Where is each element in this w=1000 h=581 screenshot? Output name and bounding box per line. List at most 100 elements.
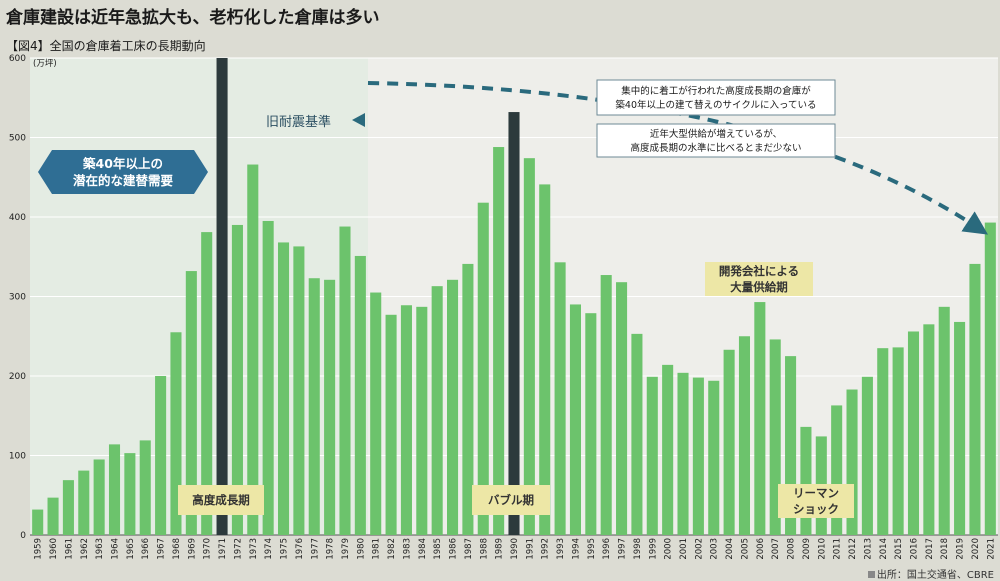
developers-label: 大量供給期: [730, 280, 788, 294]
bar: [954, 321, 966, 535]
x-tick-label: 1986: [449, 538, 459, 560]
bar: [892, 347, 904, 535]
x-tick-label: 1995: [587, 538, 597, 560]
x-tick-label: 2011: [833, 538, 843, 560]
x-tick-label: 1980: [356, 538, 366, 560]
bar: [907, 331, 920, 535]
bar: [877, 348, 889, 535]
x-tick-label: 1994: [571, 538, 581, 560]
y-axis-ticks: 0 100 200 300 400 500 600 (万坪): [9, 54, 57, 541]
y-tick-label: 300: [9, 293, 26, 303]
bar: [262, 220, 274, 535]
x-tick-label: 1993: [556, 538, 566, 560]
bar: [477, 202, 489, 535]
bar: [185, 271, 197, 535]
old-standard-label: 旧耐震基準: [266, 114, 331, 130]
x-tick-label: 2017: [925, 538, 935, 560]
bar: [170, 332, 182, 535]
x-tick-label: 2008: [787, 538, 797, 560]
bar: [370, 292, 382, 535]
x-tick-label: 2010: [817, 538, 827, 560]
bar: [231, 224, 243, 535]
bar: [108, 444, 121, 535]
x-tick-label: 1964: [111, 538, 121, 560]
x-tick-label: 2012: [848, 538, 858, 560]
high-growth-box: [178, 485, 264, 515]
y-tick-label: 400: [9, 213, 26, 223]
bar: [339, 226, 351, 536]
bar: [861, 376, 873, 535]
x-tick-label: 1976: [295, 538, 305, 560]
bar: [62, 480, 74, 535]
bar: [155, 376, 167, 535]
bar: [385, 314, 397, 535]
replacement-demand-label: 築40年以上の: [82, 156, 163, 171]
bar: [984, 222, 996, 535]
bar: [462, 263, 474, 535]
x-tick-label: 1996: [602, 538, 612, 560]
bar: [677, 372, 689, 535]
y-tick-label: 100: [9, 452, 26, 462]
bar: [523, 158, 535, 536]
x-tick-label: 2002: [694, 538, 704, 560]
bar: [631, 333, 643, 535]
x-tick-label: 1961: [64, 538, 74, 560]
x-tick-label: 1991: [525, 538, 535, 560]
info-box-1-text: 築40年以上の建て替えのサイクルに入っている: [615, 99, 816, 111]
bar: [124, 453, 136, 535]
info-box-2-text: 高度成長期の水準に比べるとまだ少ない: [630, 142, 801, 154]
x-tick-label: 1977: [310, 538, 320, 560]
bar: [738, 336, 751, 535]
bar: [508, 112, 520, 535]
x-tick-label: 2020: [971, 538, 981, 560]
bar: [846, 389, 858, 535]
x-tick-label: 2004: [725, 538, 735, 560]
bar: [938, 306, 950, 535]
x-tick-label: 1973: [249, 538, 259, 560]
lehman-label: リーマン: [793, 486, 839, 500]
y-tick-label: 0: [20, 531, 26, 541]
lehman-label: ショック: [793, 502, 839, 516]
y-tick-label: 200: [9, 372, 26, 382]
replacement-demand-box: [38, 150, 208, 194]
x-tick-label: 1999: [648, 538, 658, 560]
x-axis-ticks: 1959 1960 1961 1962 1963 1964 1965 1966 1967 1968…: [34, 538, 997, 560]
bar: [93, 459, 105, 535]
bar: [139, 440, 151, 535]
x-tick-label: 1970: [203, 538, 213, 560]
x-tick-label: 2021: [986, 538, 996, 560]
bar: [277, 242, 290, 535]
x-tick-label: 1997: [618, 538, 628, 560]
bar: [708, 380, 720, 535]
info-box-2-text: 近年大型供給が増えているが、: [650, 128, 782, 140]
bar: [539, 184, 551, 535]
x-tick-label: 1984: [418, 538, 428, 560]
y-tick-label: 500: [9, 134, 26, 144]
x-tick-label: 1967: [157, 538, 167, 560]
x-tick-label: 1985: [433, 538, 443, 560]
x-tick-label: 2016: [909, 538, 919, 560]
x-tick-label: 1965: [126, 538, 136, 560]
bar: [923, 324, 935, 535]
x-tick-label: 1971: [218, 538, 228, 560]
bar: [493, 147, 505, 536]
x-tick-label: 1962: [80, 538, 90, 560]
x-tick-label: 1968: [172, 538, 182, 560]
bar: [569, 304, 581, 535]
bar: [646, 376, 658, 535]
bar: [308, 278, 320, 535]
x-tick-label: 1972: [233, 538, 243, 560]
bar: [662, 364, 674, 535]
bar: [600, 275, 612, 535]
bar: [216, 58, 228, 535]
bar: [785, 356, 797, 535]
bar: [47, 497, 59, 535]
bar: [416, 306, 428, 535]
bar: [431, 286, 443, 535]
bar: [616, 282, 628, 535]
source-square-icon: [867, 571, 875, 578]
bar: [354, 255, 366, 535]
x-tick-label: 1983: [402, 538, 412, 560]
x-tick-label: 1982: [387, 538, 397, 560]
x-tick-label: 2009: [802, 538, 812, 560]
